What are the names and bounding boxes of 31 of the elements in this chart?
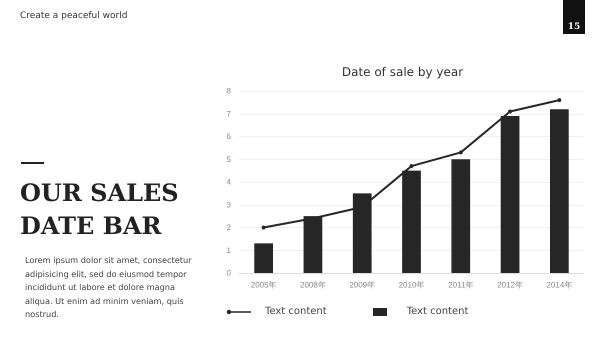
- y-tick-label: 1: [226, 246, 232, 255]
- bar: [451, 159, 470, 273]
- y-tick-label: 2: [226, 223, 232, 232]
- y-tick-label: 0: [226, 268, 232, 278]
- point: [458, 150, 463, 154]
- point: [557, 98, 562, 102]
- x-tick-label: 2010年: [398, 280, 424, 290]
- x-tick-label: 2012年: [497, 280, 523, 290]
- point: [410, 164, 414, 168]
- text: Create a peaceful world: [20, 11, 128, 21]
- y-tick-label: 6: [226, 132, 232, 141]
- y-tick-label: 8: [226, 86, 232, 96]
- point: [508, 109, 512, 114]
- text: OUR SALES DATE BAR: [20, 177, 180, 242]
- bar: [550, 109, 569, 273]
- y-tick-label: 5: [226, 154, 232, 164]
- x-tick-label: 2011年: [448, 280, 474, 290]
- text: 15: [563, 0, 585, 34]
- y-tick-label: 3: [226, 200, 232, 210]
- legend-label: Text content: [265, 306, 327, 317]
- point: [262, 226, 266, 230]
- y-tick-label: 4: [226, 178, 232, 186]
- x-tick-label: 2009年: [349, 280, 376, 290]
- x-tick-label: 2008年: [300, 280, 326, 290]
- text: Lorem ipsum dolor sit amet, consectetur adipisicing elit, sed do eiusmod tempor incididunt ut labore et dolore magna aliqua. Ut enim ad minim veniam, quis nostrud.: [25, 254, 193, 321]
- legend-label: Text content: [406, 306, 468, 317]
- bar: [254, 243, 274, 273]
- chart-title: Date of sale by year: [342, 65, 464, 79]
- y-tick-label: 7: [226, 109, 232, 118]
- x-tick-label: 2014年: [546, 280, 572, 290]
- x-tick-label: 2005年: [250, 280, 277, 290]
